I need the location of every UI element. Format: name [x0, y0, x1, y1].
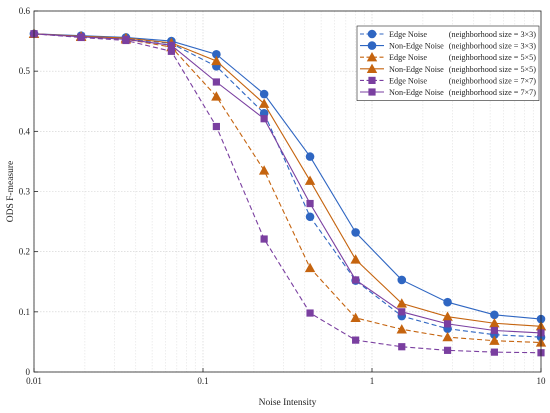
x-tick-label: 1: [370, 376, 375, 386]
x-tick-label: 0.01: [26, 376, 42, 386]
data-point: [398, 308, 406, 316]
legend: Edge Noise (neighborhood size = 3×3) Non-E…: [356, 25, 540, 101]
legend-size-note: (neighborhood size = 3×3): [449, 30, 536, 39]
data-point: [304, 175, 316, 185]
data-point: [259, 89, 269, 99]
data-point: [351, 228, 360, 237]
data-point: [122, 35, 130, 43]
legend-swatch-marker: [366, 63, 378, 73]
data-point: [350, 312, 361, 323]
legend-series-name: Edge Noise: [389, 53, 427, 62]
legend-series-name: Non-Edge Noise: [389, 42, 444, 51]
data-point: [397, 275, 407, 285]
data-point: [211, 91, 222, 101]
series-line: [33, 33, 542, 327]
legend-size-note: (neighborhood size = 5×5): [449, 53, 536, 62]
data-point: [305, 212, 315, 222]
data-point: [260, 115, 268, 123]
legend-swatch-marker: [368, 88, 376, 96]
data-point: [305, 152, 315, 161]
legend-series-name: Non-Edge Noise: [389, 65, 444, 74]
data-point: [396, 324, 407, 334]
y-tick-label: 0.3: [19, 187, 31, 197]
data-point: [350, 254, 361, 264]
data-point: [258, 165, 270, 175]
data-point: [306, 309, 314, 317]
data-point: [212, 50, 221, 59]
data-point: [443, 320, 452, 328]
y-tick-label: 0.5: [19, 66, 31, 76]
y-tick-label: 0: [26, 367, 31, 377]
legend-size-note: (neighborhood size = 7×7): [449, 88, 536, 97]
x-tick-label: 10: [537, 376, 547, 386]
data-point: [443, 297, 452, 307]
x-axis-label: Noise Intensity: [259, 398, 317, 408]
y-tick-label: 0.1: [19, 307, 30, 317]
legend-swatch-marker: [366, 52, 378, 62]
legend-swatch-marker: [367, 41, 377, 50]
legend-swatch-marker: [367, 29, 377, 39]
data-point: [442, 311, 453, 321]
x-tick-label: 0.1: [197, 376, 208, 386]
y-axis-label: ODS F-measure: [6, 161, 16, 222]
y-tick-label: 0.2: [19, 247, 30, 257]
legend-series-name: Edge Noise: [389, 30, 427, 39]
legend-swatch-marker: [368, 76, 376, 84]
data-point: [396, 298, 407, 308]
y-tick-label: 0.4: [19, 126, 31, 136]
axes: 0.01 0.1 1 10 0 0.1 0.2 0.3 0.4 0.5 0.6: [19, 6, 546, 386]
legend-size-note: (neighborhood size = 5×5): [449, 65, 536, 74]
data-point: [489, 318, 500, 328]
series-line: [33, 33, 542, 334]
data-point: [306, 199, 314, 208]
data-point: [260, 235, 268, 243]
data-point: [490, 310, 499, 320]
data-point: [212, 78, 220, 86]
data-point: [304, 262, 316, 273]
data-point: [77, 33, 85, 41]
data-point: [490, 326, 499, 335]
data-point: [167, 47, 175, 55]
data-point: [352, 336, 360, 344]
legend-size-note: (neighborhood size = 3×3): [449, 42, 536, 51]
data-point: [489, 335, 500, 345]
legend-size-note: (neighborhood size = 7×7): [449, 76, 536, 85]
data-point: [398, 343, 406, 351]
legend-box: [356, 25, 540, 101]
data-point: [167, 41, 175, 49]
data-point: [490, 348, 499, 356]
series-line: [33, 33, 542, 354]
legend-series-name: Edge Noise: [389, 76, 427, 85]
legend-series-name: Non-Edge Noise: [389, 88, 444, 97]
data-point: [443, 346, 452, 354]
data-point: [212, 122, 220, 131]
data-point: [442, 331, 453, 342]
data-point: [352, 276, 360, 284]
y-tick-label: 0.6: [19, 6, 31, 16]
data-point: [258, 98, 270, 108]
data-point: [211, 55, 222, 66]
series-line: [33, 33, 542, 320]
